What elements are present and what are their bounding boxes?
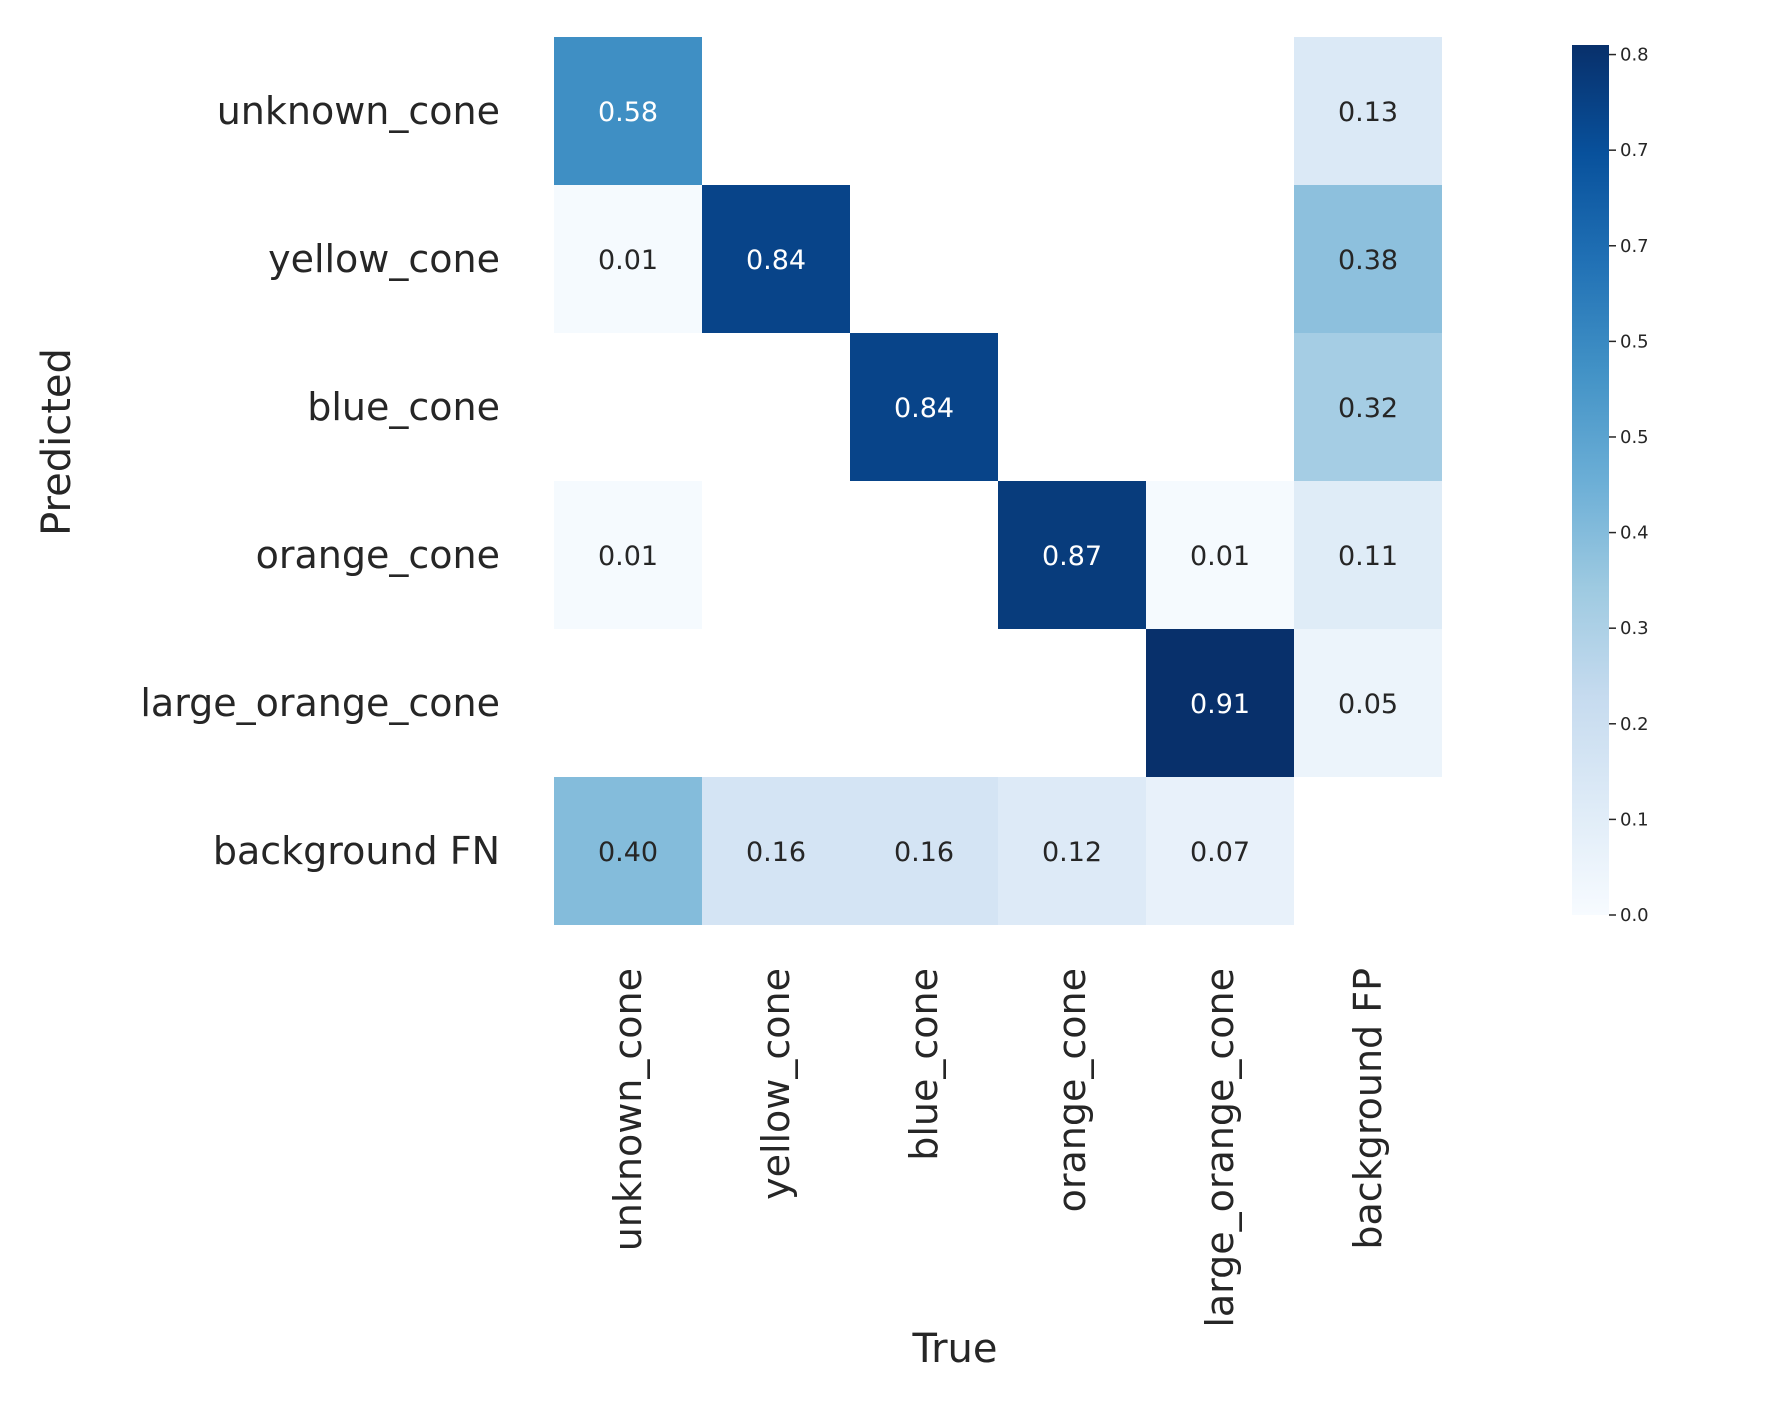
heatmap-cell: [998, 481, 1146, 629]
colorbar-tick-label: 0.4: [1620, 523, 1649, 544]
cell-value-label: 0.84: [894, 393, 954, 424]
heatmap-cell: [554, 37, 702, 185]
colorbar-tick-label: 0.2: [1620, 714, 1649, 735]
heatmap-cell: [554, 185, 702, 333]
y-tick-label: large_orange_cone: [140, 681, 500, 725]
y-tick-label: yellow_cone: [268, 237, 500, 281]
x-tick-label: orange_cone: [1050, 968, 1094, 1212]
heatmap-cell: [998, 777, 1146, 925]
heatmap-cell: [1294, 333, 1442, 481]
x-tick-labels: unknown_cone yellow_cone blue_cone orange_c…: [606, 968, 1390, 1328]
colorbar-tick-label: 0.1: [1620, 809, 1649, 830]
cell-value-label: 0.32: [1338, 393, 1398, 424]
cell-value-label: 0.40: [598, 837, 658, 868]
cell-value-label: 0.01: [598, 245, 658, 276]
colorbar-tick-label: 0.5: [1620, 427, 1649, 448]
cell-value-label: 0.11: [1338, 541, 1398, 572]
cell-value-label: 0.58: [598, 97, 658, 128]
colorbar-tick-label: 0.0: [1620, 905, 1649, 926]
heatmap-cell: [702, 777, 850, 925]
heatmap-cell: [1146, 481, 1294, 629]
heatmap-cell: [850, 333, 998, 481]
heatmap-cell: [1294, 185, 1442, 333]
x-tick-label: background FP: [1346, 968, 1390, 1250]
cell-value-label: 0.01: [598, 541, 658, 572]
colorbar-tick-label: 0.8: [1620, 45, 1649, 66]
cell-value-label: 0.84: [746, 245, 806, 276]
cell-value-label: 0.91: [1190, 689, 1250, 720]
cell-value-label: 0.38: [1338, 245, 1398, 276]
colorbar: 0.0 0.1 0.2 0.3 0.4 0.5 0.5 0.7 0.7 0.8: [1572, 45, 1649, 926]
colorbar-gradient: [1572, 45, 1609, 915]
heatmap-cell: [702, 185, 850, 333]
x-tick-label: large_orange_cone: [1198, 968, 1242, 1328]
colorbar-tick-label: 0.7: [1620, 236, 1649, 257]
y-tick-label: orange_cone: [256, 533, 500, 577]
heatmap-cells: 0.58 0.13 0.01 0.84 0.38 0.84 0.32 0.01 0.87 0.01…: [554, 37, 1442, 925]
y-tick-labels: unknown_cone yellow_cone blue_cone orange_c…: [140, 89, 500, 873]
heatmap-cell: [1294, 481, 1442, 629]
colorbar-tick-label: 0.7: [1620, 140, 1649, 161]
heatmap-cell: [554, 481, 702, 629]
x-axis-title: True: [912, 1326, 998, 1372]
heatmap-cell: [1294, 629, 1442, 777]
cell-value-label: 0.16: [894, 837, 954, 868]
x-tick-label: yellow_cone: [754, 968, 798, 1200]
heatmap-cell: [554, 777, 702, 925]
heatmap-cell: [1146, 629, 1294, 777]
colorbar-tick-label: 0.5: [1620, 331, 1649, 352]
heatmap-cell: [1294, 37, 1442, 185]
cell-value-label: 0.16: [746, 837, 806, 868]
y-tick-label: blue_cone: [307, 385, 500, 429]
cell-value-label: 0.05: [1338, 689, 1398, 720]
colorbar-tick-label: 0.3: [1620, 618, 1649, 639]
cell-value-label: 0.12: [1042, 837, 1102, 868]
x-tick-label: blue_cone: [902, 968, 946, 1161]
colorbar-ticks: 0.0 0.1 0.2 0.3 0.4 0.5 0.5 0.7 0.7 0.8: [1609, 45, 1649, 926]
heatmap-cell: [1146, 777, 1294, 925]
x-tick-label: unknown_cone: [606, 968, 650, 1251]
cell-value-label: 0.13: [1338, 97, 1398, 128]
y-tick-label: background FN: [213, 829, 500, 873]
cell-value-label: 0.07: [1190, 837, 1250, 868]
cell-value-label: 0.87: [1042, 541, 1102, 572]
heatmap-cell: [850, 777, 998, 925]
y-tick-label: unknown_cone: [217, 89, 500, 133]
cell-value-label: 0.01: [1190, 541, 1250, 572]
y-axis-title: Predicted: [34, 348, 80, 536]
